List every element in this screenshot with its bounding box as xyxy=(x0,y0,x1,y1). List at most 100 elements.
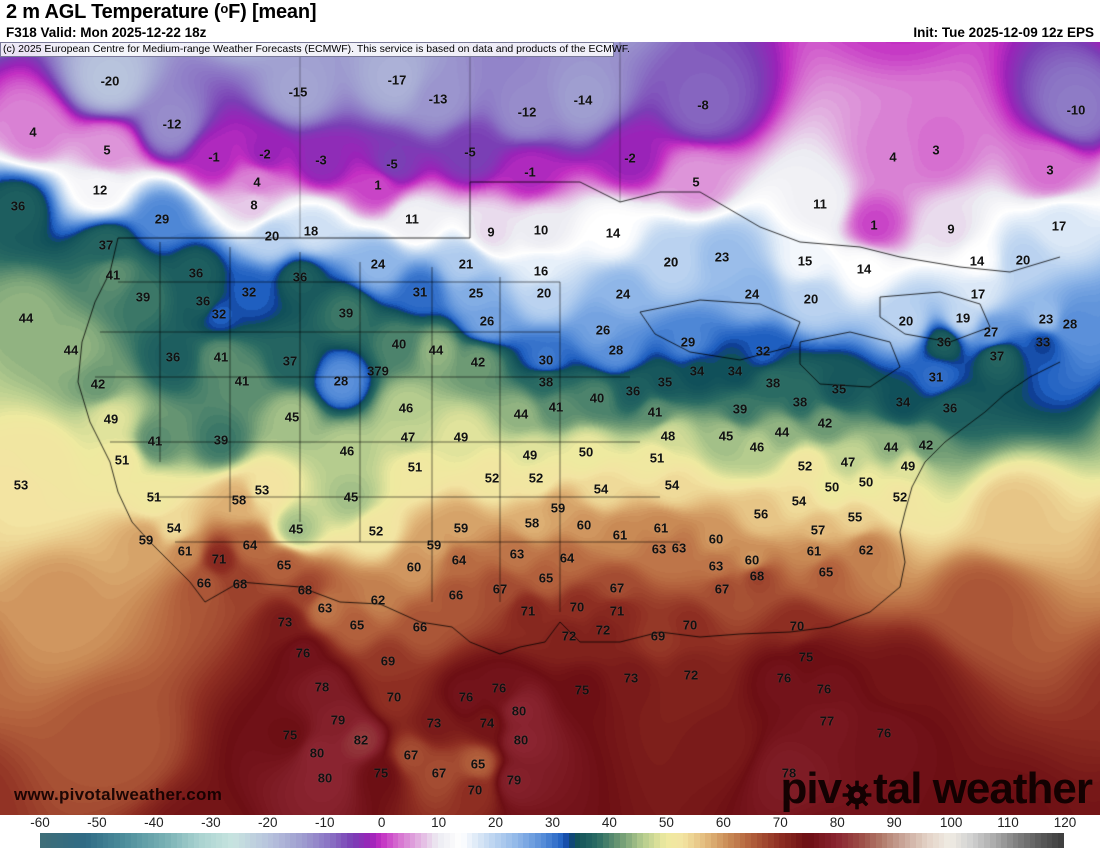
temperature-value-label: 70 xyxy=(467,782,483,798)
temperature-value-label: 32 xyxy=(211,306,227,322)
temperature-value-label: 20 xyxy=(663,254,679,270)
colorbar-swatch xyxy=(728,833,734,848)
brand-text-right: tal weather xyxy=(873,764,1093,813)
temperature-value-label: 70 xyxy=(682,617,698,633)
temperature-value-label: 80 xyxy=(513,732,529,748)
temperature-value-label: 75 xyxy=(282,727,298,743)
temperature-value-label: 52 xyxy=(528,470,544,486)
colorbar-swatch xyxy=(950,833,956,848)
map-header: 2 m AGL Temperature (oF) [mean] F318 Val… xyxy=(0,0,1100,42)
colorbar-tick: 90 xyxy=(886,815,902,830)
temperature-value-label: 45 xyxy=(343,489,359,505)
temperature-value-label: 36 xyxy=(10,198,26,214)
colorbar-swatch xyxy=(637,833,643,848)
colorbar-swatch xyxy=(665,833,672,848)
temperature-value-label: 23 xyxy=(714,249,730,265)
temperature-value-label: 53 xyxy=(254,482,270,498)
temperature-value-label: 20 xyxy=(1015,252,1031,268)
temperature-value-label: 44 xyxy=(774,424,790,440)
colorbar-gradient xyxy=(40,833,1065,848)
colorbar-tick: -60 xyxy=(30,815,50,830)
temperature-value-label: -8 xyxy=(697,97,709,113)
colorbar-swatch xyxy=(745,833,751,848)
colorbar-swatch xyxy=(108,833,114,848)
colorbar-tick: -10 xyxy=(314,815,335,830)
temperature-value-label: 70 xyxy=(789,618,805,634)
temperature-value-label: 71 xyxy=(609,603,625,619)
temperature-value-label: 52 xyxy=(892,489,908,505)
page-title-text: 2 m AGL Temperature ( xyxy=(6,1,221,23)
temperature-value-label: -17 xyxy=(387,72,407,88)
colorbar-swatch xyxy=(603,833,609,848)
temperature-value-label: 62 xyxy=(858,542,874,558)
temperature-value-label: 72 xyxy=(595,622,611,638)
temperature-value-label: 60 xyxy=(708,531,724,547)
colorbar-swatch xyxy=(813,833,820,848)
temperature-value-label: 14 xyxy=(605,225,621,241)
temperature-value-label: 49 xyxy=(453,429,469,445)
colorbar-swatch xyxy=(330,833,336,848)
colorbar-swatch xyxy=(216,833,222,848)
temperature-value-label: 61 xyxy=(806,543,822,559)
temperature-value-label: 70 xyxy=(386,689,402,705)
temperature-value-label: -1 xyxy=(208,149,220,165)
colorbar-swatch xyxy=(449,833,456,848)
temperature-value-label: 23 xyxy=(1038,311,1054,327)
temperature-value-label: 63 xyxy=(708,558,724,574)
temperature-value-label: 77 xyxy=(819,713,835,729)
colorbar-swatch xyxy=(563,833,569,848)
temperature-value-label: 46 xyxy=(339,443,355,459)
colorbar-swatch xyxy=(1046,833,1053,848)
colorbar-swatch xyxy=(773,833,780,848)
temperature-value-label: 80 xyxy=(309,745,325,761)
colorbar-swatch xyxy=(1029,833,1036,848)
temperature-value-label: 38 xyxy=(538,374,554,390)
temperature-value-label: 32 xyxy=(241,284,257,300)
temperature-value-label: 61 xyxy=(177,543,193,559)
colorbar-swatch xyxy=(722,833,729,848)
temperature-value-label: 4 xyxy=(889,149,897,165)
temperature-value-label: 58 xyxy=(231,492,247,508)
temperature-value-label: 3 xyxy=(932,142,940,158)
temperature-value-label: 50 xyxy=(824,479,840,495)
temperature-value-label: 53 xyxy=(13,477,29,493)
colorbar-swatch xyxy=(705,833,712,848)
temperature-value-label: 34 xyxy=(895,394,911,410)
temperature-value-label: 14 xyxy=(969,253,985,269)
temperature-value-label: 42 xyxy=(90,376,106,392)
colorbar-swatch xyxy=(335,833,342,848)
temperature-value-label: 73 xyxy=(426,715,442,731)
colorbar-swatch xyxy=(591,833,598,848)
temperature-value-label: 73 xyxy=(623,670,639,686)
temperature-value-label: 39 xyxy=(213,432,229,448)
temperature-value-label: 76 xyxy=(776,670,792,686)
temperature-value-label: 39 xyxy=(135,289,151,305)
colorbar-swatch xyxy=(1023,833,1030,848)
colorbar-swatch xyxy=(978,833,985,848)
colorbar-swatch xyxy=(893,833,899,848)
colorbar-swatch xyxy=(546,833,552,848)
colorbar-tick: 50 xyxy=(658,815,674,830)
colorbar-swatch xyxy=(671,833,677,848)
colorbar-swatch xyxy=(313,833,319,848)
temperature-value-label: 55 xyxy=(847,509,863,525)
temperature-value-label: -1 xyxy=(524,164,536,180)
colorbar-swatch xyxy=(677,833,683,848)
temperature-value-label: 74 xyxy=(479,715,495,731)
temperature-value-label: 44 xyxy=(513,406,529,422)
temperature-value-label: 61 xyxy=(653,520,669,536)
colorbar-swatch xyxy=(199,833,205,848)
temperature-value-label: 68 xyxy=(232,576,248,592)
pivotal-weather-logo: piv xyxy=(781,764,1093,813)
temperature-value-label: 52 xyxy=(797,458,813,474)
colorbar-swatch xyxy=(392,833,399,848)
colorbar-swatch xyxy=(534,833,541,848)
colorbar-swatch xyxy=(682,833,689,848)
temperature-value-label: -5 xyxy=(464,144,476,160)
colorbar-swatch xyxy=(1012,833,1019,848)
colorbar-swatch xyxy=(290,833,296,848)
colorbar-tick: 20 xyxy=(488,815,504,830)
map-viewport[interactable]: -20 -15 -17 -13 -12 -14 -8 4 -12 -10 5 -1 -2 -3 -5 -5 -1… xyxy=(0,42,1100,815)
colorbar-swatch xyxy=(131,833,137,848)
colorbar-tick: 70 xyxy=(772,815,788,830)
